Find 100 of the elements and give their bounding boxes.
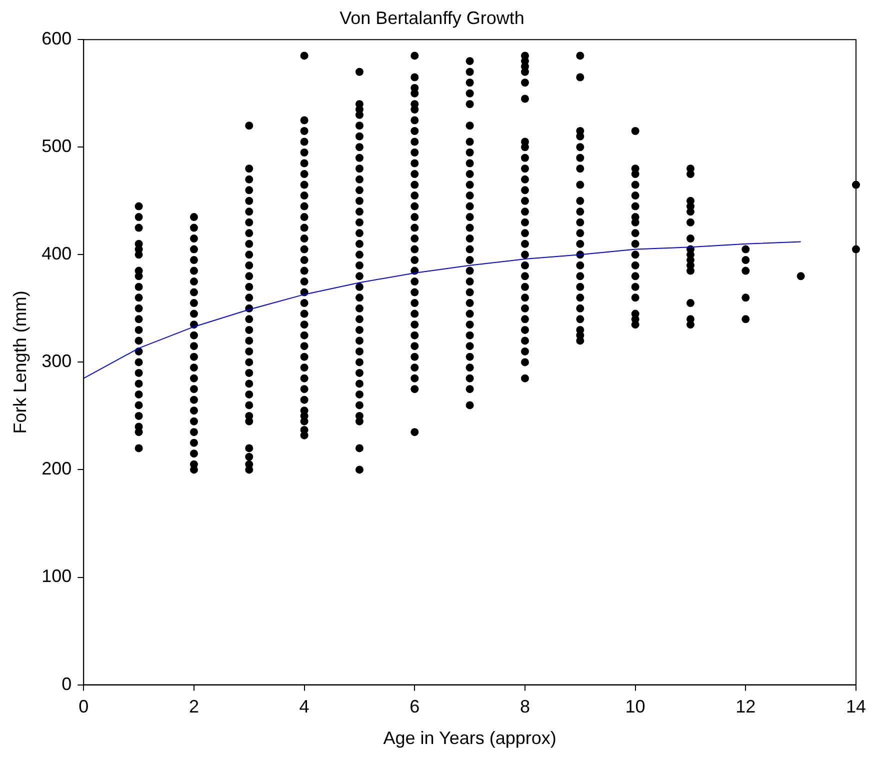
point [245,358,254,366]
point [520,358,529,366]
point [355,368,364,377]
point [355,444,364,452]
point [355,196,364,205]
y-tick-label: 600 [42,28,72,49]
x-tick-label: 0 [78,696,89,717]
point [410,138,419,146]
point [190,406,198,415]
point [466,401,474,410]
point [134,272,143,280]
point [466,234,474,243]
point [466,170,474,178]
y-tick-label: 100 [42,566,72,586]
point [134,380,143,388]
point [576,180,584,189]
point [300,52,308,60]
point [410,352,419,361]
point [300,342,308,350]
point [410,170,419,178]
point [410,331,419,340]
point [520,175,529,184]
point [245,196,254,205]
point [466,202,474,210]
point [466,148,474,157]
point [190,331,198,340]
point [355,68,364,76]
point [466,364,474,372]
point [300,148,308,157]
point [134,282,143,291]
point [190,396,198,404]
point [742,245,750,254]
point [410,224,419,232]
point [355,132,364,140]
point [300,192,308,200]
point [576,294,584,302]
point [355,380,364,388]
point [245,250,254,259]
point [300,374,308,382]
point [190,299,198,308]
point [300,352,308,361]
point [355,304,364,312]
point [686,299,694,308]
point [134,368,143,377]
point [355,240,364,248]
point [466,385,474,394]
point [410,148,419,157]
point [520,240,529,248]
point [742,294,750,302]
x-tick-label: 6 [410,696,420,717]
point [355,175,364,184]
point [245,208,254,216]
x-tick-label: 10 [625,696,646,717]
point [686,234,694,243]
point [355,122,364,130]
point [355,315,364,324]
point [520,272,529,280]
point [190,374,198,382]
point [410,364,419,372]
point [410,428,419,436]
point [466,278,474,286]
point [300,278,308,286]
point [576,261,584,270]
point [355,401,364,410]
point [300,159,308,168]
point [686,320,694,329]
point [410,320,419,329]
point [466,331,474,340]
point [355,336,364,345]
point [355,164,364,173]
point [245,294,254,302]
point [520,196,529,205]
point [355,347,364,356]
point [245,175,254,184]
point [245,466,254,474]
point [134,294,143,302]
point [300,310,308,318]
point [631,294,640,302]
point [190,385,198,394]
point [190,224,198,232]
point [466,320,474,329]
point [245,444,254,452]
point [466,213,474,222]
point [466,310,474,318]
point [520,143,529,152]
x-tick-label: 4 [299,696,310,717]
point [466,245,474,254]
point [245,315,254,324]
point [134,224,143,232]
point [742,315,750,324]
point [466,159,474,168]
point [410,52,419,60]
point [576,164,584,173]
point [410,192,419,200]
point [245,272,254,280]
point [245,390,254,398]
point [245,347,254,356]
point [576,229,584,238]
point [355,272,364,280]
point [190,245,198,254]
